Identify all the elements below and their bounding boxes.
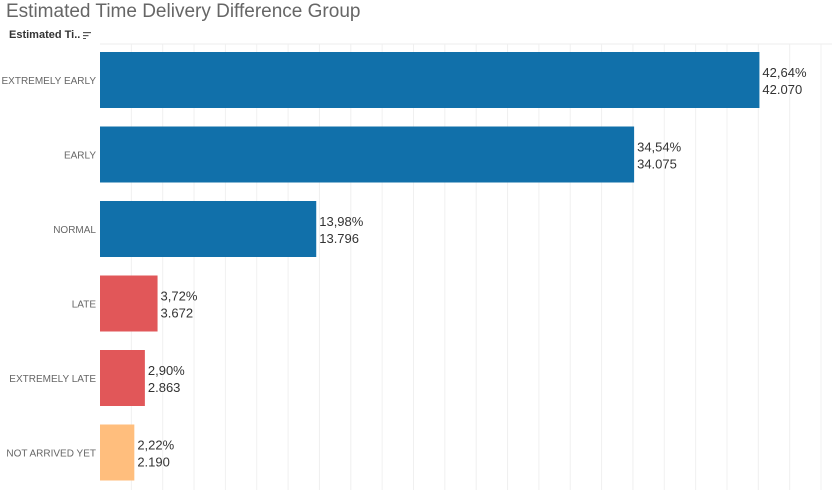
category-label: EARLY xyxy=(64,151,96,162)
value-label: 42.070 xyxy=(762,82,802,97)
bar xyxy=(100,52,760,108)
bar xyxy=(100,126,635,183)
bar xyxy=(100,201,317,257)
value-label: 34.075 xyxy=(637,157,677,172)
bar xyxy=(100,424,135,481)
value-label: 2.863 xyxy=(148,380,181,395)
percent-label: 3,72% xyxy=(161,289,198,304)
category-label: NOT ARRIVED YET xyxy=(6,449,96,460)
value-label: 2.190 xyxy=(137,455,170,470)
value-label: 3.672 xyxy=(161,306,194,321)
field-header-label: Estimated Ti.. xyxy=(9,29,81,41)
percent-label: 34,54% xyxy=(637,140,682,155)
field-header[interactable]: Estimated Ti.. xyxy=(9,29,92,41)
chart-title: Estimated Time Delivery Difference Group xyxy=(6,1,361,22)
percent-label: 13,98% xyxy=(319,214,364,229)
category-label: LATE xyxy=(72,300,97,311)
bar xyxy=(100,275,158,332)
category-label: NORMAL xyxy=(53,225,96,236)
value-label: 13.796 xyxy=(319,231,359,246)
percent-label: 2,90% xyxy=(148,363,185,378)
bar xyxy=(100,350,145,406)
category-label: EXTREMELY LATE xyxy=(9,374,96,385)
percent-label: 42,64% xyxy=(762,65,807,80)
sort-descending-icon[interactable] xyxy=(83,31,92,39)
category-label: EXTREMELY EARLY xyxy=(2,76,97,87)
percent-label: 2,22% xyxy=(137,438,174,453)
